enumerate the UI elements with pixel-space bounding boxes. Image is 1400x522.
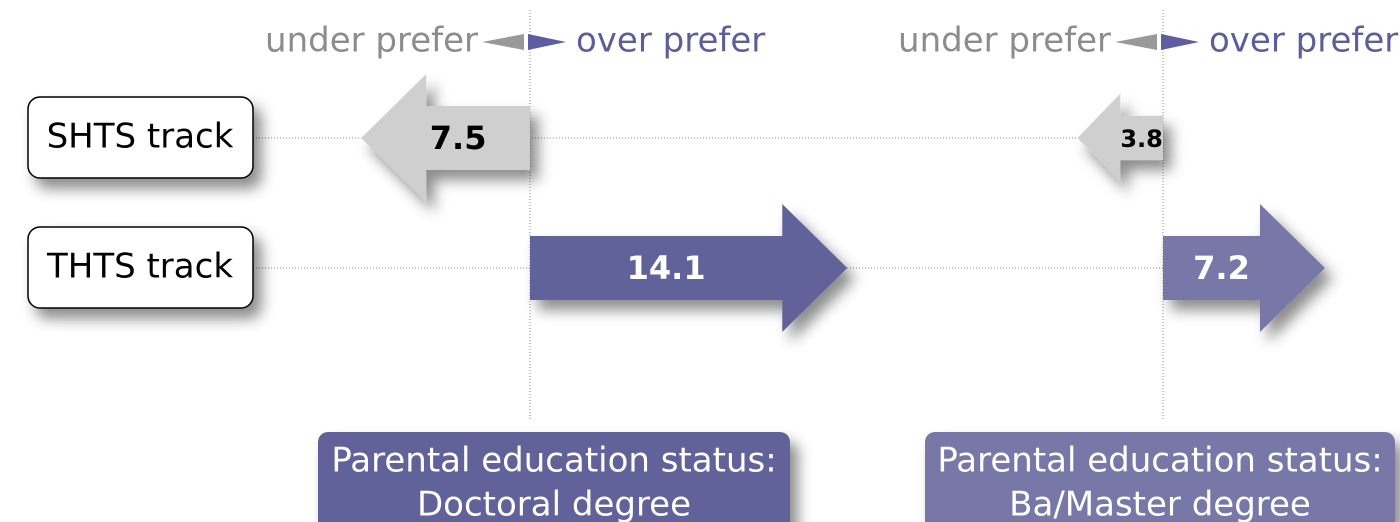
under-label: under prefer xyxy=(898,21,1111,61)
left-triangle xyxy=(482,34,524,50)
over-label: over prefer xyxy=(576,21,765,61)
panel-title: Parental education status: xyxy=(331,441,776,481)
panel-title: Parental education status: xyxy=(937,441,1382,481)
over-label: over prefer xyxy=(1209,21,1398,61)
right-triangle xyxy=(528,34,566,50)
value-label: 7.2 xyxy=(1193,249,1250,287)
arrow xyxy=(530,204,848,332)
panel-title: Ba/Master degree xyxy=(1009,485,1311,522)
value-label: 14.1 xyxy=(627,249,706,287)
arrow xyxy=(361,74,530,202)
row-label: THTS track xyxy=(46,247,233,287)
panel-box xyxy=(318,432,790,522)
row-box xyxy=(27,96,254,179)
under-label: under prefer xyxy=(265,21,478,61)
panel-box xyxy=(925,432,1395,522)
panel-title: Doctoral degree xyxy=(417,485,691,522)
value-label: 3.8 xyxy=(1120,125,1163,153)
arrow xyxy=(1077,93,1163,183)
right-triangle xyxy=(1161,34,1199,50)
arrow xyxy=(1163,204,1325,332)
left-triangle xyxy=(1115,34,1157,50)
value-label: 7.5 xyxy=(430,119,487,157)
row-box xyxy=(27,226,254,309)
row-label: SHTS track xyxy=(47,117,234,157)
